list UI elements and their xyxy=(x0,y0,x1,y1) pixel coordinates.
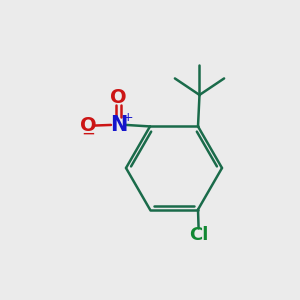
Text: O: O xyxy=(110,88,127,107)
Text: −: − xyxy=(81,125,95,143)
Text: Cl: Cl xyxy=(189,226,208,244)
Text: O: O xyxy=(80,116,97,135)
Text: N: N xyxy=(110,115,127,135)
Text: +: + xyxy=(122,111,133,124)
